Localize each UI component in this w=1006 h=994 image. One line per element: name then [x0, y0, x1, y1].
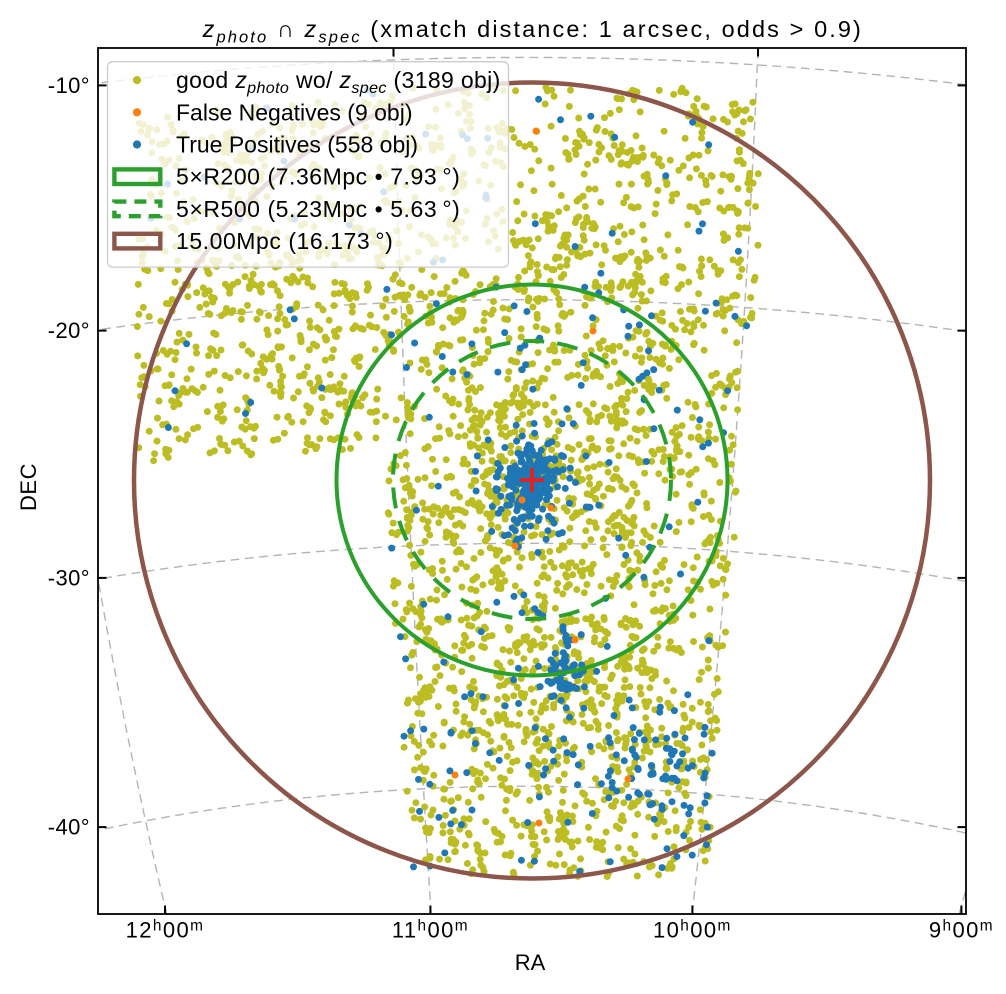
svg-text:10h00m: 10h00m: [653, 918, 732, 943]
svg-text:-40°: -40°: [48, 815, 90, 840]
svg-text:-20°: -20°: [48, 318, 90, 343]
svg-text:zphoto ∩ zspec (xmatch distanc: zphoto ∩ zspec (xmatch distance: 1 arcse…: [202, 16, 863, 47]
svg-text:-10°: -10°: [48, 73, 90, 98]
svg-text:DEC: DEC: [16, 463, 41, 511]
svg-text:12h00m: 12h00m: [126, 918, 205, 943]
svg-text:True Positives (558 obj): True Positives (558 obj): [176, 132, 418, 158]
svg-text:-30°: -30°: [48, 565, 90, 590]
svg-text:False Negatives (9 obj): False Negatives (9 obj): [176, 99, 413, 125]
svg-text:RA: RA: [515, 950, 546, 975]
svg-text:good zphoto wo/ zspec (3189 ob: good zphoto wo/ zspec (3189 obj): [176, 67, 501, 97]
svg-text:9h00m: 9h00m: [929, 918, 994, 943]
svg-text:5×R500 (5.23Mpc • 5.63 °): 5×R500 (5.23Mpc • 5.63 °): [176, 196, 460, 222]
svg-text:15.00Mpc (16.173 °): 15.00Mpc (16.173 °): [176, 228, 393, 254]
svg-text:5×R200 (7.36Mpc • 7.93 °): 5×R200 (7.36Mpc • 7.93 °): [176, 164, 460, 190]
